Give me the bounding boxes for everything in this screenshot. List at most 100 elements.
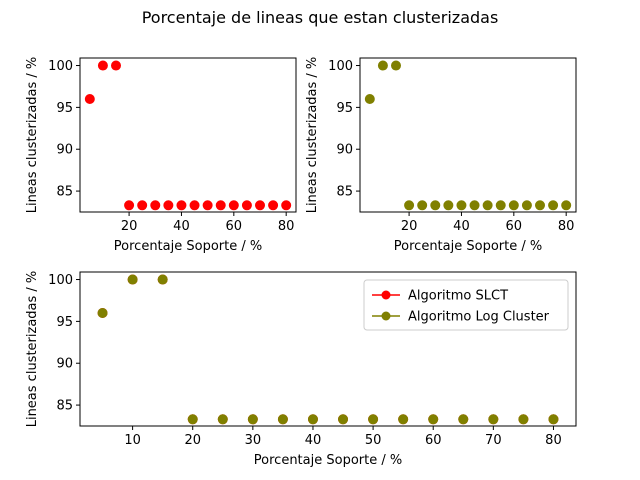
axes-frame	[79, 57, 297, 213]
data-point	[521, 200, 532, 211]
data-point	[518, 414, 529, 425]
series-2	[97, 274, 559, 425]
data-point	[157, 274, 168, 285]
data-point	[404, 200, 415, 211]
data-point	[202, 200, 213, 211]
data-point	[241, 200, 252, 211]
y-axis-label: Lineas clusterizadas / %	[25, 57, 40, 214]
data-point	[430, 200, 441, 211]
data-point	[368, 414, 379, 425]
x-tick-label: 20	[121, 219, 138, 234]
data-point	[111, 60, 121, 71]
data-point	[417, 200, 428, 211]
series-1	[84, 60, 292, 211]
y-tick-label: 100	[48, 59, 73, 74]
data-point	[307, 414, 318, 425]
data-point	[189, 200, 200, 211]
x-tick-label: 60	[425, 433, 442, 448]
y-tick-label: 100	[328, 59, 353, 74]
x-tick-label: 60	[226, 219, 243, 234]
data-point	[458, 414, 469, 425]
y-tick-label: 90	[56, 357, 73, 372]
data-point	[548, 414, 559, 425]
data-point	[535, 200, 545, 211]
data-point	[561, 200, 572, 211]
y-tick-label: 85	[56, 185, 73, 200]
chart-1: 20 40 60 80 85 90 95 100 Porcentaje Soporte / % L…	[25, 57, 297, 254]
data-point	[281, 200, 292, 211]
x-tick-label: 50	[365, 433, 382, 448]
data-point	[391, 60, 401, 71]
x-tick-label: 40	[453, 219, 470, 234]
y-axis-label: Lineas clusterizadas / %	[25, 271, 40, 428]
x-tick-label: 80	[558, 219, 575, 234]
data-point	[255, 200, 265, 211]
x-axis-label: Porcentaje Soporte / %	[394, 239, 542, 254]
data-point	[97, 308, 108, 319]
x-tick-label: 40	[305, 433, 322, 448]
legend-marker	[381, 290, 391, 300]
data-point	[176, 200, 187, 211]
data-point	[84, 94, 95, 105]
data-point	[548, 200, 559, 211]
data-point	[268, 200, 279, 211]
y-tick-label: 90	[56, 143, 73, 158]
data-point	[97, 60, 108, 71]
data-point	[456, 200, 467, 211]
axes-frame	[359, 57, 577, 213]
y-tick-label: 85	[56, 399, 73, 414]
chart-3: 10 20 30 40 50 60 70 80 85 90 95 100 Porcentaje Sopo…	[25, 271, 577, 468]
legend-entry: Algoritmo SLCT	[408, 289, 508, 304]
chart-2: 20 40 60 80 85 90 95 100 Porcentaje Soporte / % L…	[305, 57, 577, 254]
data-point	[364, 94, 375, 105]
x-tick-label: 30	[245, 433, 262, 448]
data-point	[469, 200, 480, 211]
axes-frame	[79, 271, 577, 427]
data-point	[428, 414, 439, 425]
y-tick-label: 100	[48, 273, 73, 288]
data-point	[217, 414, 228, 425]
data-point	[150, 200, 161, 211]
x-axis-label: Porcentaje Soporte / %	[254, 453, 402, 468]
data-point	[443, 200, 454, 211]
data-point	[127, 274, 138, 285]
series-1	[364, 60, 572, 211]
x-tick-label: 20	[401, 219, 418, 234]
data-point	[495, 200, 506, 211]
x-tick-label: 80	[278, 219, 295, 234]
y-tick-label: 95	[56, 315, 73, 330]
y-tick-label: 95	[336, 101, 353, 116]
legend-box	[363, 279, 569, 331]
legend-marker	[381, 311, 391, 321]
x-tick-label: 10	[124, 433, 141, 448]
x-tick-label: 80	[545, 433, 562, 448]
data-point	[338, 414, 349, 425]
y-tick-label: 90	[336, 143, 353, 158]
x-axis-label: Porcentaje Soporte / %	[114, 239, 262, 254]
data-point	[187, 414, 198, 425]
data-point	[482, 200, 493, 211]
data-point	[215, 200, 226, 211]
x-tick-label: 70	[485, 433, 502, 448]
data-point	[163, 200, 174, 211]
legend-entry: Algoritmo Log Cluster	[408, 310, 550, 325]
data-point	[277, 414, 288, 425]
data-point	[137, 200, 148, 211]
y-tick-label: 95	[56, 101, 73, 116]
data-point	[488, 414, 499, 425]
data-point	[398, 414, 409, 425]
x-tick-label: 60	[506, 219, 523, 234]
data-point	[228, 200, 239, 211]
y-tick-label: 85	[336, 185, 353, 200]
data-point	[508, 200, 519, 211]
figure-title: Porcentaje de lineas que estan clusteriz…	[142, 8, 499, 27]
y-axis-label: Lineas clusterizadas / %	[305, 57, 320, 214]
x-tick-label: 20	[184, 433, 201, 448]
data-point	[377, 60, 388, 71]
data-point	[247, 414, 258, 425]
x-tick-label: 40	[173, 219, 190, 234]
plots-group: 20 40 60 80 85 90 95 100 Porcentaje Soporte / % L…	[25, 57, 577, 468]
legend: Algoritmo SLCT Algoritmo Log Cluster	[363, 279, 569, 331]
